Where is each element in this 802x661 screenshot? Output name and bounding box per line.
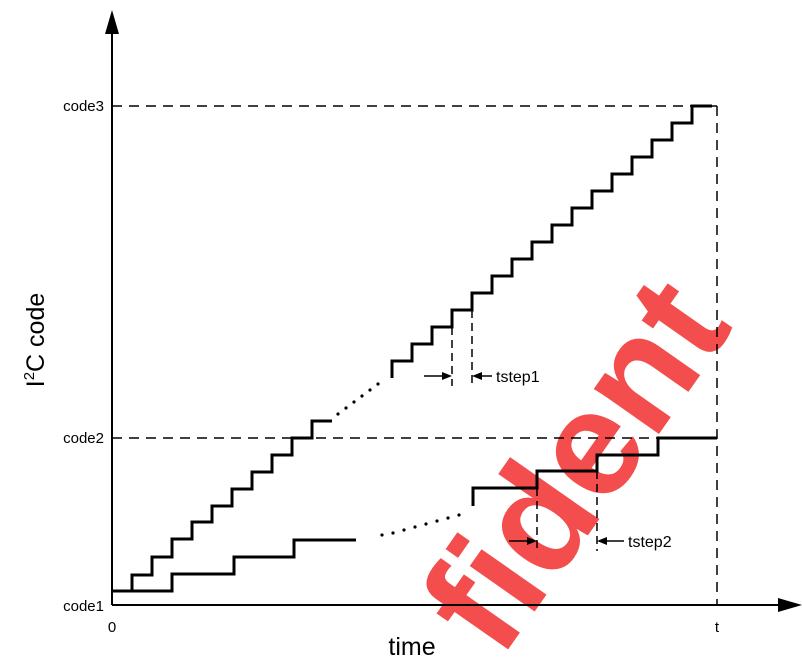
x-tick-zero: 0 bbox=[108, 619, 116, 636]
gap-dot bbox=[402, 528, 406, 532]
fast-ramp-gap-dots bbox=[336, 382, 380, 416]
tstep2-dimension bbox=[509, 471, 624, 551]
y-axis-title-super: 2 bbox=[21, 372, 38, 380]
x-axis-title: time bbox=[388, 633, 435, 661]
tstep2-arrowhead-left bbox=[527, 537, 537, 545]
tstep1-arrowhead-left bbox=[442, 372, 452, 380]
gap-dot bbox=[376, 382, 380, 386]
y-axis-title: I2C code bbox=[21, 293, 50, 388]
gap-dot bbox=[435, 519, 439, 523]
tstep1-arrowhead-right bbox=[472, 372, 482, 380]
x-axis-arrow bbox=[778, 598, 802, 612]
gap-dot bbox=[368, 388, 372, 392]
tstep2-arrowhead-right bbox=[597, 537, 607, 545]
slow-ramp-gap-dots bbox=[380, 513, 461, 537]
y-axis-arrow bbox=[105, 10, 119, 34]
svg-text:I2C code: I2C code bbox=[21, 293, 50, 388]
reference-lines bbox=[112, 105, 718, 605]
slow-ramp-lower-segment bbox=[112, 538, 356, 593]
y-tick-code3: code3 bbox=[63, 98, 104, 115]
gap-dot bbox=[352, 400, 356, 404]
tstep1-label: tstep1 bbox=[496, 369, 540, 386]
gap-dot bbox=[424, 522, 428, 526]
gap-dot bbox=[360, 394, 364, 398]
watermark: fident bbox=[389, 249, 761, 661]
gap-dot bbox=[446, 516, 450, 520]
gap-dot bbox=[380, 533, 384, 537]
fast-ramp-lower-segment bbox=[112, 419, 332, 593]
y-tick-code1: code1 bbox=[63, 598, 104, 615]
tstep2-label: tstep2 bbox=[628, 534, 672, 551]
y-axis-title-rest: C code bbox=[22, 293, 50, 372]
gap-dot bbox=[344, 406, 348, 410]
y-tick-code2: code2 bbox=[63, 430, 104, 447]
gap-dot bbox=[457, 513, 461, 517]
watermark-text: fident bbox=[389, 249, 761, 661]
x-tick-t: t bbox=[715, 619, 720, 636]
y-axis-title-main: I bbox=[22, 380, 50, 387]
fast-ramp-upper-segment bbox=[390, 104, 712, 378]
series-fast-ramp bbox=[112, 104, 712, 593]
gap-dot bbox=[391, 531, 395, 535]
gap-dot bbox=[413, 525, 417, 529]
axes bbox=[111, 30, 782, 606]
gap-dot bbox=[336, 412, 340, 416]
